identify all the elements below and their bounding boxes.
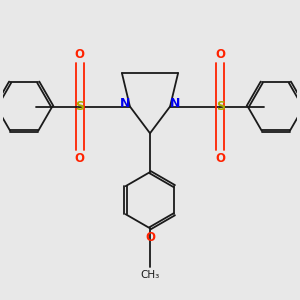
- Text: CH₃: CH₃: [140, 270, 160, 280]
- Text: N: N: [169, 97, 180, 110]
- Text: O: O: [215, 152, 225, 164]
- Text: S: S: [75, 100, 84, 113]
- Text: N: N: [120, 97, 130, 110]
- Text: O: O: [75, 49, 85, 62]
- Text: S: S: [216, 100, 225, 113]
- Text: O: O: [145, 231, 155, 244]
- Text: O: O: [75, 152, 85, 164]
- Text: O: O: [215, 49, 225, 62]
